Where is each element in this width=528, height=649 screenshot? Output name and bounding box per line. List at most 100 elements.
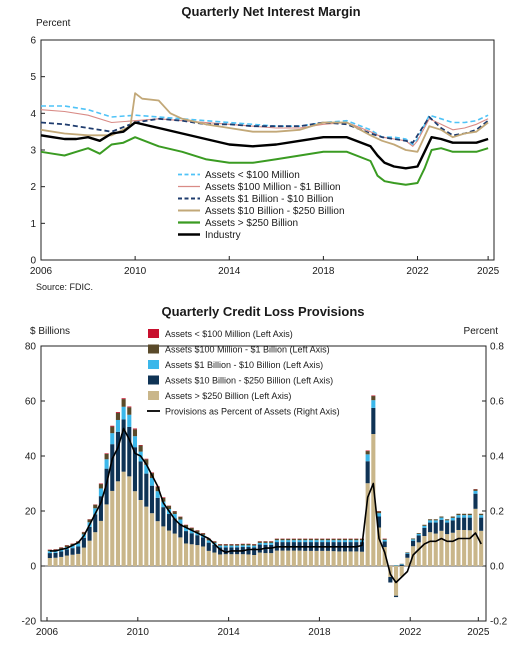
prov-bar-gt250b	[320, 550, 325, 567]
prov-bar-100m-1b	[166, 505, 172, 510]
prov-bar-100m-1b	[467, 513, 472, 516]
nim-legend-label: Assets < $100 Million	[205, 170, 300, 181]
prov-bar-10b-250b	[252, 547, 257, 555]
prov-bar-10b-250b	[422, 527, 427, 537]
prov-bar-10b-250b	[70, 548, 75, 555]
prov-bar-gt250b	[64, 555, 69, 566]
prov-bar-100m-1b	[138, 445, 143, 452]
prov-bar-10b-250b	[81, 537, 86, 548]
prov-bar-100m-1b	[445, 519, 450, 521]
prov-bar-gt250b	[337, 551, 342, 566]
prov-bar-gt250b	[382, 547, 387, 566]
prov-legend-swatch	[148, 375, 159, 385]
prov-bar-gt250b	[462, 529, 467, 566]
prov-bar-10b-250b	[104, 468, 109, 505]
prov-bar-gt250b	[359, 551, 365, 566]
prov-bar-10b-250b	[59, 551, 64, 557]
prov-bar-lt100m	[138, 445, 143, 446]
prov-bar-100m-1b	[428, 519, 433, 521]
prov-bar-1b-10b	[342, 540, 347, 543]
prov-bar-gt250b	[445, 534, 450, 566]
prov-bar-10b-250b	[206, 542, 211, 551]
prov-bar-1b-10b	[252, 545, 257, 548]
prov-bar-gt250b	[115, 481, 120, 566]
prov-bar-1b-10b	[439, 517, 444, 520]
prov-bar-10b-250b	[371, 407, 376, 435]
prov-bar-gt250b	[155, 521, 160, 566]
prov-bar-1b-10b	[178, 519, 183, 524]
prov-bar-100m-1b	[274, 538, 279, 541]
prov-bar-100m-1b	[93, 504, 98, 509]
prov-bar-1b-10b	[399, 564, 404, 565]
prov-bar-100m-1b	[189, 527, 194, 530]
prov-bar-100m-1b	[218, 544, 223, 546]
prov-bar-1b-10b	[269, 542, 274, 545]
prov-bar-100m-1b	[115, 412, 120, 420]
prov-bar-1b-10b	[115, 419, 120, 432]
prov-bar-100m-1b	[121, 399, 126, 407]
prov-bar-10b-250b	[184, 531, 189, 544]
prov-bar-100m-1b	[416, 533, 421, 534]
prov-bar-10b-250b	[269, 544, 274, 554]
prov-bar-lt100m	[161, 497, 166, 498]
prov-bar-1b-10b	[149, 478, 155, 486]
prov-bar-1b-10b	[235, 545, 240, 548]
prov-bar-1b-10b	[76, 543, 81, 547]
prov-bar-1b-10b	[320, 540, 325, 543]
prov-bar-100m-1b	[303, 538, 308, 541]
prov-bar-10b-250b	[223, 547, 228, 555]
prov-bar-lt100m	[132, 428, 138, 430]
prov-bar-1b-10b	[104, 459, 109, 469]
prov-ytick-label: -20	[22, 617, 37, 628]
prov-bar-1b-10b	[132, 436, 138, 448]
prov-bar-1b-10b	[393, 565, 399, 566]
prov-bar-gt250b	[405, 557, 410, 566]
prov-y2tick-label: -0.2	[490, 617, 508, 628]
nim-xtick-label: 2014	[218, 266, 241, 277]
prov-bar-1b-10b	[246, 545, 251, 548]
prov-bar-100m-1b	[473, 489, 478, 491]
prov-bar-10b-250b	[467, 517, 472, 531]
prov-bar-10b-250b	[450, 520, 455, 533]
prov-bar-100m-1b	[98, 484, 103, 489]
prov-bar-gt250b	[325, 550, 330, 567]
prov-y2tick-label: 0.6	[490, 397, 504, 408]
prov-bar-gt250b	[132, 491, 138, 566]
prov-legend-swatch	[148, 360, 159, 369]
prov-bar-100m-1b	[172, 511, 177, 515]
prov-bar-10b-250b	[47, 553, 52, 559]
prov-bar-10b-250b	[87, 526, 92, 541]
prov-bar-100m-1b	[456, 513, 461, 516]
prov-bar-10b-250b	[189, 533, 194, 545]
prov-bar-gt250b	[269, 553, 274, 566]
prov-bar-100m-1b	[127, 407, 132, 415]
nim-legend-label: Assets $10 Billion - $250 Billion	[205, 206, 345, 217]
prov-bar-gt250b	[348, 551, 353, 566]
prov-bar-100m-1b	[240, 544, 245, 546]
prov-bar-10b-250b	[64, 549, 69, 556]
prov-bar-10b-250b	[359, 542, 365, 552]
prov-legend-swatch	[148, 391, 159, 400]
prov-bar-gt250b	[201, 546, 206, 566]
prov-bar-gt250b	[121, 471, 126, 566]
nim-line-lt100m	[41, 105, 489, 146]
source-note: Source: FDIC.	[36, 282, 93, 292]
prov-bar-100m-1b	[297, 538, 302, 541]
prov-bar-1b-10b	[291, 540, 296, 543]
prov-bar-gt250b	[223, 554, 228, 566]
prov-bar-100m-1b	[252, 544, 257, 546]
prov-bar-10b-250b	[138, 461, 143, 500]
prov-bar-100m-1b	[337, 538, 342, 541]
prov-bar-10b-250b	[93, 514, 98, 533]
prov-bar-100m-1b	[104, 453, 109, 460]
prov-bar-100m-1b	[184, 525, 189, 528]
prov-bar-1b-10b	[462, 515, 467, 518]
prov-xtick-label: 2025	[467, 627, 490, 638]
prov-bar-lt100m	[104, 453, 109, 454]
prov-bar-10b-250b	[218, 547, 223, 555]
nim-legend-label: Assets > $250 Billion	[205, 218, 298, 229]
prov-bar-10b-250b	[462, 517, 467, 530]
prov-bar-gt250b	[235, 554, 240, 566]
prov-bar-100m-1b	[269, 541, 274, 543]
prov-bar-gt250b	[93, 532, 98, 566]
